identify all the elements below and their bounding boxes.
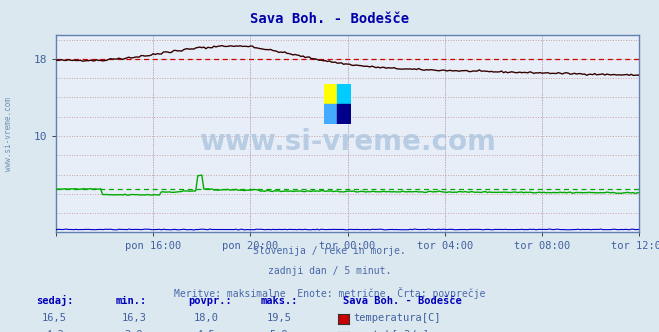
Text: povpr.:: povpr.:	[188, 296, 231, 306]
Text: Sava Boh. - Bodešče: Sava Boh. - Bodešče	[250, 12, 409, 26]
Text: Slovenija / reke in morje.: Slovenija / reke in morje.	[253, 246, 406, 256]
Bar	[337, 104, 351, 124]
Bar	[324, 104, 337, 124]
Text: www.si-vreme.com: www.si-vreme.com	[199, 127, 496, 155]
Text: 19,5: 19,5	[266, 313, 291, 323]
Text: sedaj:: sedaj:	[36, 295, 74, 306]
Text: 5,9: 5,9	[270, 330, 288, 332]
Text: min.:: min.:	[115, 296, 146, 306]
Text: 16,5: 16,5	[42, 313, 67, 323]
Text: 3,9: 3,9	[125, 330, 143, 332]
Text: 4,3: 4,3	[45, 330, 64, 332]
Text: 18,0: 18,0	[194, 313, 219, 323]
Text: Sava Boh. - Bodešče: Sava Boh. - Bodešče	[343, 296, 461, 306]
Text: maks.:: maks.:	[260, 296, 298, 306]
Text: temperatura[C]: temperatura[C]	[354, 313, 442, 323]
Text: zadnji dan / 5 minut.: zadnji dan / 5 minut.	[268, 266, 391, 276]
Text: www.si-vreme.com: www.si-vreme.com	[4, 97, 13, 171]
Bar	[337, 84, 351, 104]
Text: 16,3: 16,3	[121, 313, 146, 323]
Text: 4,5: 4,5	[197, 330, 215, 332]
Text: Meritve: maksimalne  Enote: metrične  Črta: povprečje: Meritve: maksimalne Enote: metrične Črta…	[174, 287, 485, 299]
Bar	[324, 84, 337, 104]
Text: pretok[m3/s]: pretok[m3/s]	[354, 330, 429, 332]
